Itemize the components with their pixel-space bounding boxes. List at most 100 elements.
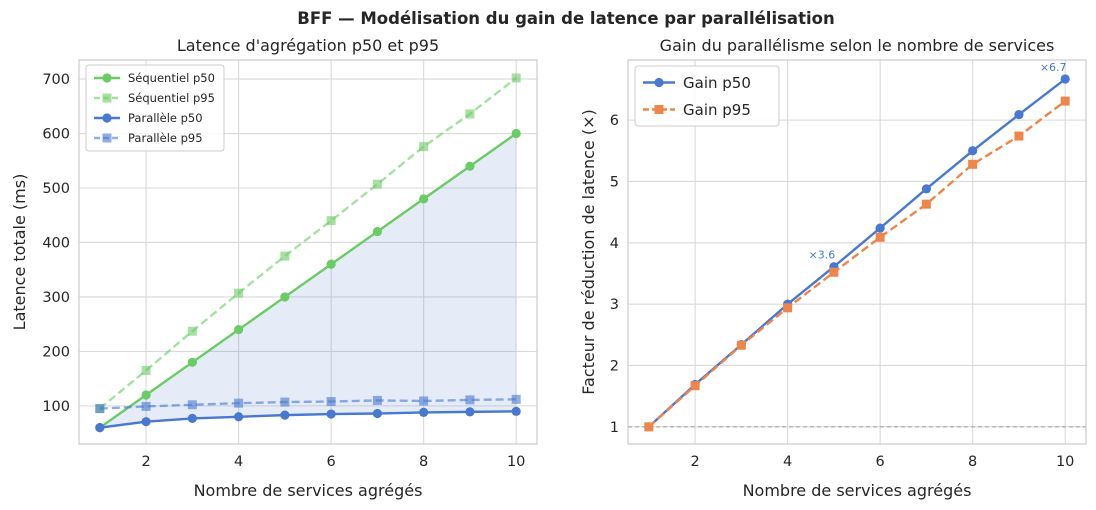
left-legend: Séquentiel p50 Séquentiel p95 Parallèle p5… bbox=[85, 64, 225, 152]
right-legend-label: Gain p50 bbox=[683, 74, 751, 92]
left-point-parallele-p50 bbox=[326, 409, 336, 419]
left-series-parallele-p95 bbox=[95, 394, 521, 414]
right-point-gain-p50 bbox=[875, 223, 885, 233]
right-point-gain-p95 bbox=[690, 381, 700, 391]
left-point-sequentiel-p95 bbox=[234, 288, 244, 298]
right-x-tick-label: 10 bbox=[1056, 454, 1074, 470]
right-y-axis-label: Facteur de réduction de latence (×) bbox=[579, 109, 598, 394]
left-y-tick-label: 200 bbox=[42, 344, 70, 360]
left-point-parallele-p50 bbox=[465, 407, 475, 417]
right-point-gain-p50 bbox=[1014, 109, 1024, 120]
left-point-parallele-p95 bbox=[465, 395, 475, 405]
right-point-gain-p95 bbox=[783, 303, 793, 313]
left-y-tick-label: 500 bbox=[42, 181, 70, 197]
left-series-parallele-p50 bbox=[95, 406, 521, 433]
left-point-sequentiel-p95 bbox=[280, 251, 290, 261]
right-point-gain-p95 bbox=[875, 232, 885, 242]
left-plot-frame bbox=[78, 59, 538, 445]
left-point-parallele-p95 bbox=[372, 395, 382, 405]
right-point-gain-p50 bbox=[968, 146, 978, 156]
left-legend-entry: Parallèle p95 bbox=[94, 131, 203, 145]
right-legend-marker bbox=[654, 77, 664, 88]
right-point-gain-p95 bbox=[644, 422, 654, 432]
left-x-tick-label: 6 bbox=[327, 454, 336, 470]
right-y-tick-label: 2 bbox=[610, 358, 619, 374]
left-point-sequentiel-p50 bbox=[326, 259, 336, 269]
right-legend-box bbox=[634, 65, 780, 127]
left-point-parallele-p95 bbox=[326, 397, 336, 407]
left-y-tick-label: 400 bbox=[42, 235, 70, 251]
right-annotation-label: ×6.7 bbox=[1040, 61, 1067, 74]
left-point-sequentiel-p95 bbox=[511, 73, 521, 83]
left-legend-label: Parallèle p50 bbox=[128, 111, 203, 125]
right-x-tick-label: 2 bbox=[690, 454, 699, 470]
right-x-tick-label: 8 bbox=[968, 454, 977, 470]
left-legend-marker bbox=[102, 113, 112, 123]
right-legend-label: Gain p95 bbox=[683, 101, 751, 119]
left-x-tick-label: 4 bbox=[234, 454, 243, 470]
left-point-parallele-p95 bbox=[234, 398, 244, 408]
left-x-tick-label: 8 bbox=[419, 454, 428, 470]
left-point-parallele-p95 bbox=[280, 397, 290, 407]
right-x-axis-label: Nombre de services agrégés bbox=[743, 481, 972, 500]
left-legend-marker bbox=[102, 133, 112, 143]
left-legend-label: Parallèle p95 bbox=[128, 131, 203, 145]
left-legend-label: Séquentiel p50 bbox=[128, 71, 215, 85]
right-series-layer bbox=[644, 74, 1070, 432]
right-y-tick-label: 1 bbox=[610, 420, 619, 436]
left-point-parallele-p95 bbox=[187, 400, 197, 410]
left-series-layer bbox=[95, 73, 521, 433]
left-point-parallele-p50 bbox=[187, 413, 197, 423]
left-point-sequentiel-p95 bbox=[419, 142, 429, 152]
left-x-tick-label: 10 bbox=[507, 454, 525, 470]
right-x-tick-label: 6 bbox=[876, 454, 885, 470]
left-panel: Latence d'agrégation p50 et p95 2 4 6 8 10 10… bbox=[10, 36, 538, 500]
left-point-parallele-p50 bbox=[419, 407, 429, 418]
left-line-parallele-p95 bbox=[99, 398, 517, 410]
left-y-tick-label: 100 bbox=[42, 399, 70, 415]
right-line-gain-p50 bbox=[648, 78, 1066, 428]
left-y-tick-label: 700 bbox=[42, 72, 70, 88]
left-x-axis-label: Nombre de services agrégés bbox=[194, 481, 423, 500]
right-annotations: ×3.6 ×6.7 bbox=[809, 61, 1067, 262]
right-y-tick-label: 4 bbox=[610, 236, 619, 252]
left-point-sequentiel-p50 bbox=[465, 161, 475, 171]
left-point-sequentiel-p50 bbox=[187, 357, 197, 367]
right-y-tick-label: 3 bbox=[610, 297, 619, 313]
left-point-sequentiel-p50 bbox=[234, 325, 244, 335]
left-tick-labels: 2 4 6 8 10 100 200 300 400 500 600 700 bbox=[42, 72, 525, 470]
left-point-sequentiel-p50 bbox=[372, 226, 382, 237]
right-point-gain-p50 bbox=[1060, 74, 1070, 84]
right-point-gain-p50 bbox=[921, 184, 931, 194]
left-legend-entry: Séquentiel p95 bbox=[94, 91, 215, 105]
left-point-parallele-p95 bbox=[419, 396, 429, 406]
left-point-sequentiel-p95 bbox=[141, 365, 151, 375]
left-point-parallele-p95 bbox=[95, 404, 105, 414]
left-point-parallele-p95 bbox=[511, 394, 521, 404]
left-point-parallele-p50 bbox=[141, 417, 151, 427]
left-legend-entry: Parallèle p50 bbox=[94, 111, 203, 125]
right-annotation-label: ×3.6 bbox=[809, 249, 836, 262]
left-line-sequentiel-p95 bbox=[99, 77, 517, 410]
left-point-sequentiel-p95 bbox=[465, 109, 475, 119]
left-point-sequentiel-p95 bbox=[326, 216, 336, 226]
right-panel: Gain du parallélisme selon le nombre de … bbox=[579, 36, 1087, 500]
left-chart-title: Latence d'agrégation p50 et p95 bbox=[177, 36, 439, 55]
right-legend-marker bbox=[654, 105, 664, 114]
right-point-gain-p95 bbox=[1014, 131, 1024, 141]
left-legend-marker bbox=[102, 73, 112, 83]
right-point-gain-p95 bbox=[829, 267, 839, 277]
right-point-gain-p95 bbox=[968, 159, 978, 169]
right-legend-entry: Gain p50 bbox=[643, 74, 751, 92]
left-point-parallele-p50 bbox=[511, 406, 521, 416]
figure-suptitle: BFF — Modélisation du gain de latence pa… bbox=[297, 9, 834, 28]
left-point-sequentiel-p50 bbox=[419, 194, 429, 204]
right-series-gain-p95 bbox=[644, 96, 1070, 432]
left-y-tick-label: 600 bbox=[42, 127, 70, 143]
right-y-tick-label: 6 bbox=[610, 113, 619, 129]
left-point-parallele-p50 bbox=[95, 423, 105, 433]
right-plot-frame bbox=[627, 59, 1087, 445]
left-point-sequentiel-p50 bbox=[280, 292, 290, 302]
